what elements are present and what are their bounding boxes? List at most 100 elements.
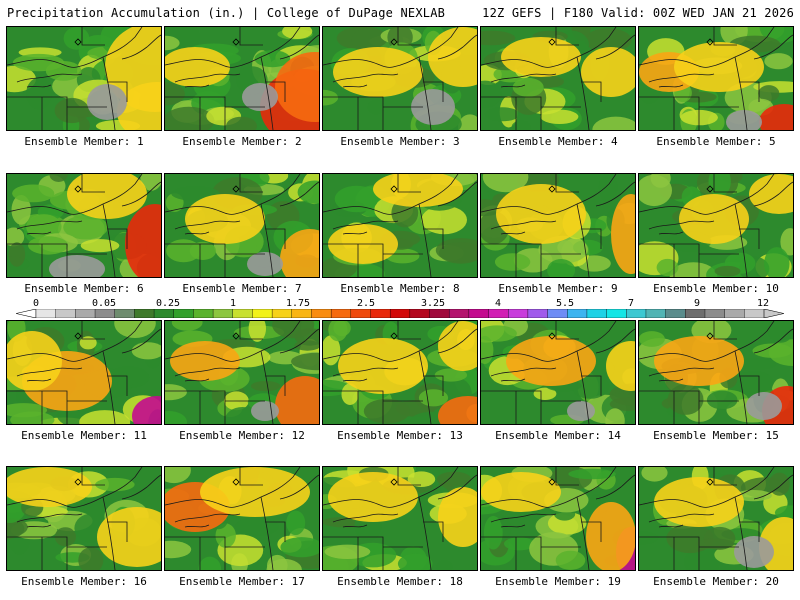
precip-field xyxy=(7,467,161,570)
map-boundary-line xyxy=(239,174,263,193)
map-boundary-line xyxy=(739,228,760,249)
map-boundary-line xyxy=(234,174,301,215)
colorbar-scale xyxy=(16,309,784,318)
location-marker-icon xyxy=(548,478,556,486)
location-marker-icon xyxy=(74,478,82,486)
map-boundary-line xyxy=(576,350,590,424)
precip-contour-region xyxy=(639,331,665,347)
map-boundary-line xyxy=(500,231,526,235)
ensemble-member-label: Ensemble Member: 16 xyxy=(21,575,147,588)
ensemble-member-panel: Ensemble Member: 18 xyxy=(322,466,478,588)
colorbar-swatch xyxy=(567,309,588,318)
map-boundary-line xyxy=(165,390,226,424)
map-boundary-line xyxy=(595,34,635,60)
precip-contour-region xyxy=(8,242,26,267)
extreme-precip-region xyxy=(726,110,762,130)
precip-map xyxy=(638,320,794,425)
ensemble-member-label: Ensemble Member: 7 xyxy=(182,282,302,295)
map-boundary-line xyxy=(708,321,775,362)
map-boundary-line xyxy=(332,73,399,83)
precip-contour-region xyxy=(334,185,379,213)
map-boundary-line xyxy=(76,174,143,215)
map-boundary-line xyxy=(7,536,68,570)
map-boundary-line xyxy=(753,474,793,500)
precip-map xyxy=(322,466,478,571)
precip-contour-region xyxy=(266,558,302,570)
map-boundary-line xyxy=(279,34,319,60)
precip-contour-region xyxy=(272,321,315,339)
map-boundary-line xyxy=(107,521,128,542)
precip-field xyxy=(323,467,477,570)
heavy-precip-region xyxy=(611,194,635,274)
precip-contour-region xyxy=(11,195,31,225)
precip-contour-region xyxy=(286,510,306,535)
precip-contour-region xyxy=(769,472,790,496)
heavy-precip-region xyxy=(654,336,744,386)
map-boundary-line xyxy=(234,321,301,362)
extreme-precip-region xyxy=(49,255,105,277)
colorbar-swatch xyxy=(35,309,57,318)
map-boundary-line xyxy=(260,56,274,130)
map-boundary-line xyxy=(392,27,459,68)
precip-field xyxy=(481,27,635,130)
map-boundary-line xyxy=(239,27,263,46)
location-marker-icon xyxy=(232,38,240,46)
precip-contour-region xyxy=(7,227,25,247)
colorbar-tick-label: 1 xyxy=(229,298,237,309)
extreme-precip-region xyxy=(734,536,774,568)
heavy-precip-region xyxy=(606,341,635,391)
location-marker-icon xyxy=(390,185,398,193)
precip-contour-region xyxy=(341,383,359,405)
precip-map xyxy=(638,466,794,571)
map-boundary-line xyxy=(648,220,715,230)
colorbar-left-arrow xyxy=(16,309,37,318)
ensemble-member-label: Ensemble Member: 14 xyxy=(495,429,621,442)
precip-map xyxy=(322,320,478,425)
map-boundary-line xyxy=(26,231,52,235)
map-boundary-line xyxy=(713,27,737,46)
precip-map xyxy=(480,173,636,278)
precip-field xyxy=(7,321,161,424)
map-boundary-line xyxy=(260,496,274,570)
map-boundary-line xyxy=(184,378,210,382)
map-boundary-line xyxy=(639,353,710,362)
map-boundary-line xyxy=(265,521,286,542)
ensemble-member-panel: Ensemble Member: 17 xyxy=(164,466,320,588)
map-boundary-line xyxy=(581,375,602,396)
map-boundary-line xyxy=(107,228,128,249)
precip-contour-region xyxy=(367,99,385,115)
precip-map xyxy=(480,320,636,425)
location-marker-icon xyxy=(548,38,556,46)
ensemble-member-label: Ensemble Member: 6 xyxy=(24,282,144,295)
map-boundary-line xyxy=(184,231,210,235)
heavy-precip-region xyxy=(481,472,561,512)
map-boundary-line xyxy=(639,96,700,130)
precip-contour-region xyxy=(336,27,388,51)
map-boundary-line xyxy=(16,513,83,523)
precip-contour-region xyxy=(363,398,410,424)
map-boundary-line xyxy=(81,467,105,486)
colorbar-swatch xyxy=(508,309,529,318)
map-boundary-line xyxy=(165,499,236,508)
precip-contour-region xyxy=(189,241,217,260)
precip-map xyxy=(638,26,794,131)
map-boundary-line xyxy=(16,220,83,230)
map-boundary-line xyxy=(708,467,775,508)
precip-contour-region xyxy=(483,515,503,550)
ensemble-member-panel: Ensemble Member: 16 xyxy=(6,466,162,588)
map-boundary-line xyxy=(555,27,579,46)
map-boundary-line xyxy=(550,321,617,362)
precip-contour-region xyxy=(714,265,741,277)
heavy-precip-region xyxy=(438,487,477,547)
heavy-precip-region xyxy=(338,338,428,394)
map-boundary-line xyxy=(323,59,394,68)
map-boundary-line xyxy=(7,59,78,68)
map-boundary-line xyxy=(490,73,557,83)
map-boundary-line xyxy=(342,231,368,235)
heavy-precip-region xyxy=(654,477,744,527)
map-boundary-line xyxy=(555,321,579,340)
heavy-precip-region xyxy=(581,47,635,97)
map-boundary-line xyxy=(658,378,684,382)
map-boundary-line xyxy=(648,73,715,83)
ensemble-member-label: Ensemble Member: 13 xyxy=(337,429,463,442)
